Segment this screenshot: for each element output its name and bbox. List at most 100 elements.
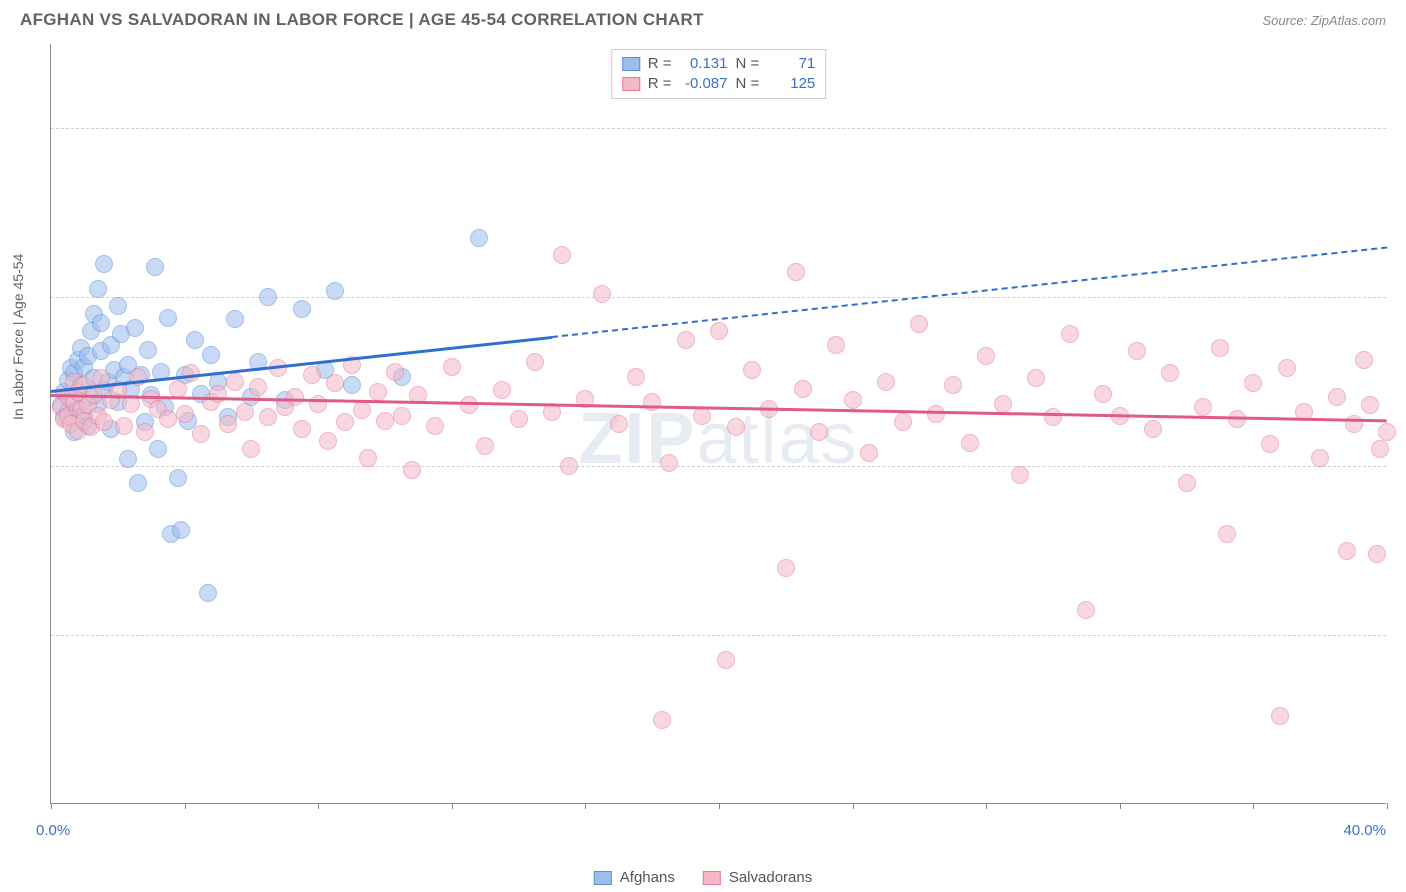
data-point: [95, 255, 113, 273]
legend-item: Afghans: [594, 869, 675, 886]
data-point: [727, 418, 745, 436]
data-point: [426, 417, 444, 435]
source-label: Source: ZipAtlas.com: [1262, 13, 1386, 28]
data-point: [146, 258, 164, 276]
data-point: [787, 263, 805, 281]
data-point: [192, 425, 210, 443]
legend-n-value: 125: [767, 74, 815, 94]
data-point: [660, 454, 678, 472]
data-point: [126, 319, 144, 337]
y-tick-label: 70.0%: [1396, 627, 1406, 644]
data-point: [109, 297, 127, 315]
legend-stat-row: R =0.131N =71: [622, 54, 816, 74]
data-point: [553, 246, 571, 264]
legend-stat-row: R =-0.087N =125: [622, 74, 816, 94]
data-point: [159, 410, 177, 428]
data-point: [95, 413, 113, 431]
data-point: [777, 559, 795, 577]
data-point: [149, 440, 167, 458]
data-point: [336, 413, 354, 431]
data-point: [202, 346, 220, 364]
data-point: [476, 437, 494, 455]
legend-swatch: [622, 77, 640, 91]
data-point: [226, 373, 244, 391]
legend-r-value: 0.131: [680, 54, 728, 74]
data-point: [1194, 398, 1212, 416]
data-point: [172, 521, 190, 539]
data-point: [610, 415, 628, 433]
x-tick: [318, 803, 319, 809]
legend-r-label: R =: [648, 74, 672, 94]
data-point: [1261, 435, 1279, 453]
data-point: [169, 469, 187, 487]
data-point: [794, 380, 812, 398]
data-point: [1061, 325, 1079, 343]
x-tick: [986, 803, 987, 809]
data-point: [386, 363, 404, 381]
data-point: [810, 423, 828, 441]
legend-label: Afghans: [620, 869, 675, 886]
data-point: [894, 413, 912, 431]
data-point: [259, 408, 277, 426]
legend-stats: R =0.131N =71R =-0.087N =125: [611, 49, 827, 99]
data-point: [376, 412, 394, 430]
data-point: [293, 420, 311, 438]
data-point: [877, 373, 895, 391]
data-point: [627, 368, 645, 386]
data-point: [1011, 466, 1029, 484]
data-point: [403, 461, 421, 479]
x-tick: [853, 803, 854, 809]
data-point: [961, 434, 979, 452]
data-point: [860, 444, 878, 462]
data-point: [309, 395, 327, 413]
data-point: [139, 341, 157, 359]
data-point: [1144, 420, 1162, 438]
legend-n-value: 71: [767, 54, 815, 74]
chart-title: AFGHAN VS SALVADORAN IN LABOR FORCE | AG…: [20, 10, 704, 30]
trend-line: [552, 247, 1387, 338]
data-point: [1328, 388, 1346, 406]
y-tick-label: 100.0%: [1396, 120, 1406, 137]
data-point: [199, 584, 217, 602]
data-point: [1368, 545, 1386, 563]
gridline: [51, 635, 1386, 636]
data-point: [1371, 440, 1389, 458]
data-point: [1094, 385, 1112, 403]
legend-label: Salvadorans: [729, 869, 812, 886]
data-point: [1338, 542, 1356, 560]
x-tick: [51, 803, 52, 809]
data-point: [717, 651, 735, 669]
data-point: [393, 407, 411, 425]
legend-item: Salvadorans: [703, 869, 812, 886]
data-point: [186, 331, 204, 349]
data-point: [743, 361, 761, 379]
y-axis-title: In Labor Force | Age 45-54: [10, 254, 26, 420]
gridline: [51, 466, 1386, 467]
data-point: [89, 280, 107, 298]
data-point: [1027, 369, 1045, 387]
data-point: [443, 358, 461, 376]
data-point: [159, 309, 177, 327]
x-tick: [1120, 803, 1121, 809]
data-point: [827, 336, 845, 354]
legend-n-label: N =: [736, 54, 760, 74]
data-point: [115, 417, 133, 435]
data-point: [242, 440, 260, 458]
x-tick-label: 0.0%: [36, 822, 70, 839]
data-point: [353, 401, 371, 419]
x-tick: [1387, 803, 1388, 809]
data-point: [460, 396, 478, 414]
data-point: [293, 300, 311, 318]
data-point: [176, 405, 194, 423]
data-point: [303, 366, 321, 384]
data-point: [470, 229, 488, 247]
x-tick: [719, 803, 720, 809]
data-point: [259, 288, 277, 306]
data-point: [369, 383, 387, 401]
x-tick: [452, 803, 453, 809]
data-point: [1378, 423, 1396, 441]
legend-r-value: -0.087: [680, 74, 728, 94]
data-point: [653, 711, 671, 729]
x-tick-label: 40.0%: [1343, 822, 1386, 839]
data-point: [593, 285, 611, 303]
